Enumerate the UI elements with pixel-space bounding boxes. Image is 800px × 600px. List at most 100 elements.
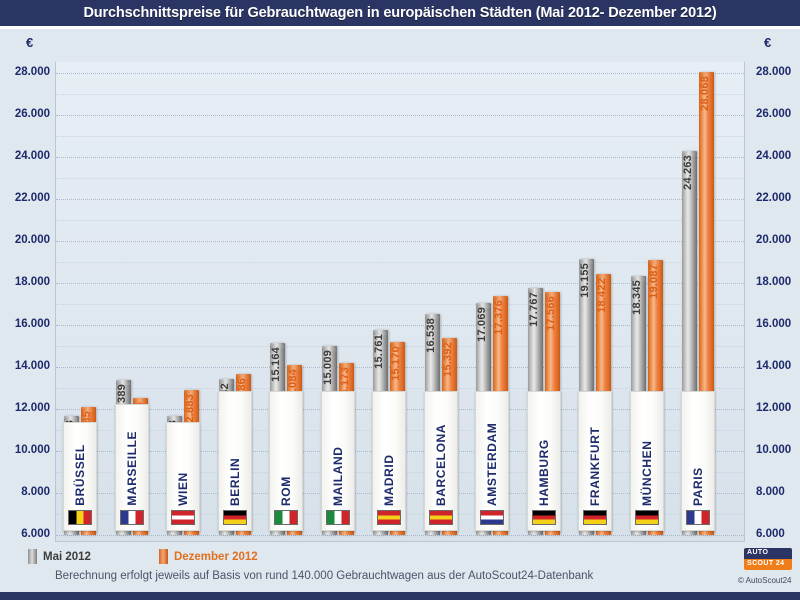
y-axis-tick-label: 10.000 (14, 444, 50, 456)
y-axis-tick-label: 16.000 (14, 318, 50, 330)
bar-cap (596, 274, 611, 280)
gridline-minor (56, 220, 744, 221)
city-label-plate: HAMBURG (526, 391, 561, 531)
gridline-minor (56, 262, 744, 263)
y-axis-right-currency: € (764, 35, 772, 50)
legend-swatch-dezember-2012 (158, 549, 168, 564)
bar-series-container: 11.65312.085BRÜSSEL 13.38912.504MARSEILLE… (55, 62, 745, 542)
gridline-major (56, 73, 744, 74)
bar-group: 18.345 19.087 MÜNCHEN (629, 62, 667, 542)
city-label-plate: BARCELONA (423, 391, 458, 531)
y-axis-tick-label: 12.000 (756, 402, 792, 414)
bar-cap (321, 345, 337, 351)
bar-cap (699, 71, 714, 77)
y-axis-left-currency: € (26, 35, 34, 50)
y-axis-tick-label: 26.000 (756, 108, 792, 120)
bar-cap (424, 313, 440, 319)
bar-value-label-mai-2012: 18.345 (630, 279, 643, 315)
city-label-plate: MARSEILLE (114, 404, 149, 531)
country-flag-icon (583, 510, 607, 525)
chart-legend: Mai 2012 Dezember 2012 (28, 549, 258, 564)
bar-group: 13.44213.686BERLIN (217, 62, 255, 542)
bar-cap (579, 258, 594, 264)
y-axis-left: € 28.000 26.000 24.000 22.000 20.000 18.000 16… (0, 0, 50, 600)
bar-group: 17.069 17.376 AMSTERDAM (475, 62, 512, 542)
country-flag-icon (480, 510, 504, 525)
y-axis-tick-label: 28.000 (756, 66, 792, 78)
bar-group: 24.263 28.068 PARIS (681, 62, 718, 542)
bar-group: 17.767 17.566 HAMBURG (526, 62, 564, 542)
city-label-plate: BRÜSSEL (63, 422, 97, 531)
city-label-plate: AMSTERDAM (475, 391, 509, 531)
y-axis-tick-label: 18.000 (14, 276, 50, 288)
bar-cap (390, 342, 405, 348)
city-label-plate: FRANKFURT (578, 391, 612, 531)
city-name-label: HAMBURG (536, 439, 551, 506)
y-axis-tick-label: 22.000 (14, 192, 50, 204)
y-axis-tick-label: 24.000 (14, 150, 50, 162)
gridline-major (56, 535, 744, 536)
country-flag-icon (171, 509, 195, 525)
bar-cap (476, 302, 491, 308)
bar-value-label-mai-2012: 17.069 (476, 306, 488, 342)
country-flag-icon (325, 510, 350, 525)
bar-group: 15.761 15.170 MADRID (372, 62, 409, 542)
country-flag-icon (634, 510, 659, 525)
bar-cap (64, 416, 79, 422)
copyright-text: © AutoScout24 (738, 576, 792, 585)
city-name-label: BARCELONA (433, 423, 448, 506)
bar-cap (441, 337, 457, 343)
chart-footnote: Berechnung erfolgt jeweils auf Basis von… (55, 570, 594, 582)
bar-group: 11.65312.085BRÜSSEL (63, 62, 100, 542)
gridline-minor (56, 136, 744, 137)
city-label-plate: PARIS (681, 391, 715, 531)
city-label-plate: MAILAND (320, 391, 355, 531)
bar-cap (647, 260, 663, 266)
legend-label-dezember-2012: Dezember 2012 (173, 550, 258, 563)
bar-cap (235, 373, 251, 379)
y-axis-tick-label: 20.000 (756, 234, 792, 246)
bar-value-label-mai-2012: 15.164 (270, 346, 282, 382)
title-underline (0, 26, 800, 29)
bar-value-label-mai-2012: 16.538 (424, 317, 437, 353)
bar-cap (270, 342, 285, 348)
y-axis-tick-label: 20.000 (14, 234, 50, 246)
city-label-plate: MÜNCHEN (629, 391, 664, 531)
bar-group: 15.009 14.173 MAILAND (320, 62, 358, 542)
bar-value-label-mai-2012: 24.263 (682, 155, 694, 191)
bar-cap (218, 378, 234, 384)
country-flag-icon (119, 509, 144, 525)
y-axis-tick-label: 18.000 (756, 276, 792, 288)
gridline-minor (56, 304, 744, 305)
bar-group: 13.38912.504MARSEILLE (114, 62, 152, 542)
city-name-label: AMSTERDAM (485, 422, 499, 506)
bar-cap (184, 390, 199, 396)
logo-line-scout24: SCOUT 24 (744, 558, 792, 570)
bar-group: 15.164 14.084 ROM (269, 62, 306, 542)
y-axis-tick-label: 28.000 (14, 66, 50, 78)
bar-cap (338, 363, 354, 369)
city-name-label: MAILAND (330, 446, 345, 506)
bar-cap (167, 416, 182, 422)
bar-cap (115, 379, 131, 385)
country-flag-icon (686, 510, 710, 525)
chart-title-bar: Durchschnittspreise für Gebrauchtwagen i… (0, 0, 800, 28)
gridline-major (56, 115, 744, 116)
bar-value-label-mai-2012: 17.767 (527, 291, 540, 327)
legend-swatch-mai-2012 (28, 549, 37, 564)
city-name-label: MARSEILLE (124, 431, 139, 506)
y-axis-tick-label: 14.000 (14, 360, 50, 372)
city-name-label: WIEN (176, 472, 190, 506)
city-name-label: BERLIN (227, 457, 242, 506)
bar-value-label-dezember-2012: 18.422 (596, 278, 608, 313)
country-flag-icon (428, 510, 453, 525)
bar-value-label-dezember-2012: 15.170 (390, 346, 402, 382)
y-axis-tick-label: 16.000 (756, 318, 792, 330)
bar-value-label-mai-2012: 15.761 (373, 334, 385, 369)
y-axis-tick-label: 6.000 (21, 528, 50, 540)
gridline-major (56, 157, 744, 158)
bar-cap (527, 287, 543, 293)
y-axis-tick-label: 24.000 (756, 150, 792, 162)
